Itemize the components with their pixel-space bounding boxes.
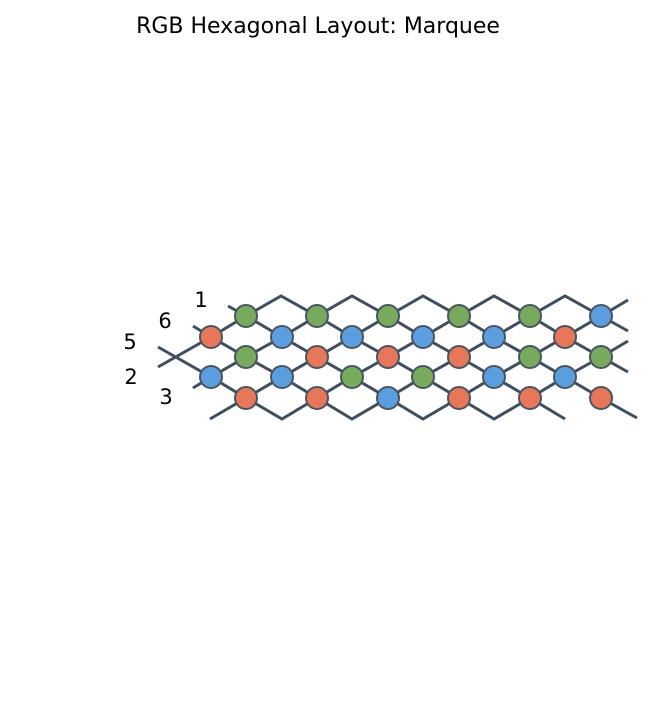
led-node-g — [305, 304, 329, 328]
led-node-g — [234, 345, 258, 369]
led-node-r — [447, 386, 471, 410]
led-node-g — [447, 304, 471, 328]
led-node-b — [270, 365, 294, 389]
led-node-r — [553, 325, 577, 349]
led-node-b — [340, 325, 364, 349]
led-node-b — [589, 304, 613, 328]
led-node-g — [589, 345, 613, 369]
led-node-b — [553, 365, 577, 389]
row-labels: 1 6 5 2 3 — [123, 288, 207, 409]
strand-1 — [227, 294, 629, 318]
led-nodes — [199, 304, 613, 410]
led-node-r — [518, 386, 542, 410]
row-label-1: 1 — [194, 288, 207, 312]
led-node-r — [589, 386, 613, 410]
led-node-g — [376, 304, 400, 328]
led-node-r — [305, 386, 329, 410]
row-label-6: 6 — [158, 309, 171, 333]
row-label-5: 5 — [123, 330, 136, 354]
row-label-3: 3 — [159, 385, 172, 409]
led-node-r — [199, 325, 223, 349]
led-node-g — [234, 304, 258, 328]
led-node-b — [411, 325, 435, 349]
led-node-b — [270, 325, 294, 349]
led-node-r — [376, 345, 400, 369]
led-node-r — [234, 386, 258, 410]
led-node-r — [305, 345, 329, 369]
led-node-b — [482, 325, 506, 349]
led-node-g — [518, 345, 542, 369]
figure-title: RGB Hexagonal Layout: Marquee — [136, 14, 500, 39]
led-node-b — [482, 365, 506, 389]
led-node-r — [447, 345, 471, 369]
led-node-g — [518, 304, 542, 328]
led-node-g — [340, 365, 364, 389]
led-node-b — [199, 365, 223, 389]
row-label-2: 2 — [124, 365, 137, 389]
led-node-b — [376, 386, 400, 410]
led-node-g — [411, 365, 435, 389]
